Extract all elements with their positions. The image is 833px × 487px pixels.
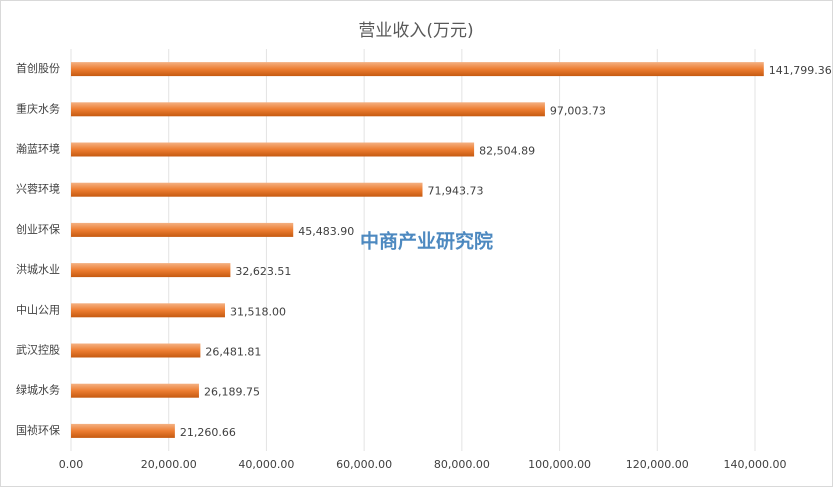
bar	[71, 142, 475, 157]
bar	[71, 263, 231, 278]
x-tick-label: 60,000.00	[336, 458, 392, 471]
x-tick-label: 80,000.00	[434, 458, 490, 471]
value-label: 97,003.73	[550, 104, 606, 117]
bar	[71, 423, 175, 438]
y-tick-label: 重庆水务	[16, 101, 60, 115]
x-tick-label: 40,000.00	[238, 458, 294, 471]
value-label: 71,943.73	[427, 185, 483, 198]
value-label: 45,483.90	[298, 225, 354, 238]
bar	[71, 102, 545, 117]
watermark: 中商产业研究院	[360, 230, 493, 253]
y-tick-label: 绿城水务	[16, 383, 60, 397]
y-tick-label: 洪城水业	[16, 262, 60, 276]
bar	[71, 343, 201, 358]
value-label: 26,189.75	[204, 386, 260, 399]
x-tick-label: 120,000.00	[626, 458, 689, 471]
bar	[71, 182, 423, 197]
y-tick-label: 瀚蓝环境	[16, 142, 60, 156]
y-tick-label: 国祯环保	[16, 423, 60, 437]
value-label: 82,504.89	[479, 145, 535, 158]
value-label: 141,799.36	[769, 64, 832, 77]
bar	[71, 222, 294, 237]
x-tick-label: 20,000.00	[141, 458, 197, 471]
x-tick-label: 100,000.00	[528, 458, 591, 471]
bar	[71, 383, 199, 398]
bar	[71, 303, 225, 318]
y-tick-label: 创业环保	[16, 222, 60, 236]
bar	[71, 62, 764, 77]
x-tick-label: 140,000.00	[724, 458, 787, 471]
value-label: 31,518.00	[230, 305, 286, 318]
chart-title: 营业收入(万元)	[358, 21, 473, 41]
value-label: 21,260.66	[180, 426, 236, 439]
y-tick-label: 首创股份	[16, 61, 60, 75]
x-tick-label: 0.00	[59, 458, 84, 471]
value-label: 26,481.81	[205, 346, 261, 359]
y-tick-label: 中山公用	[16, 303, 60, 316]
value-label: 32,623.51	[235, 265, 291, 278]
y-tick-label: 武汉控股	[16, 343, 60, 357]
y-tick-label: 兴蓉环境	[16, 182, 60, 196]
